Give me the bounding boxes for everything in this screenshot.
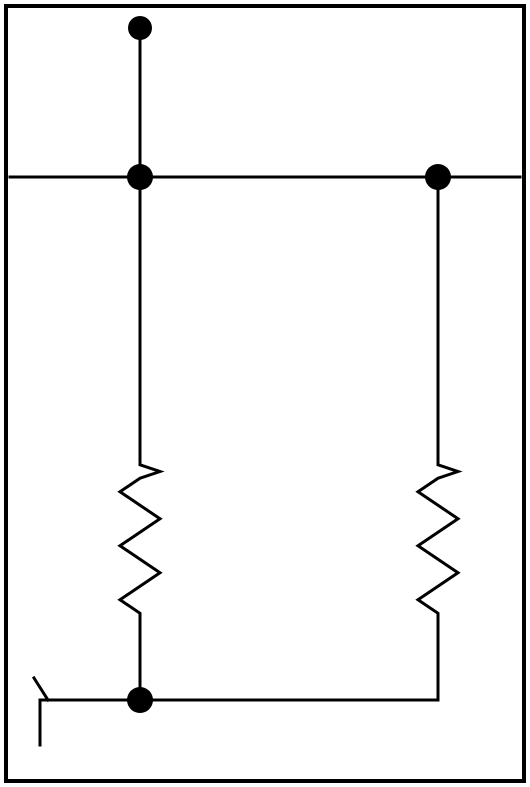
node-n_right_rail	[425, 164, 451, 190]
resistor-right	[418, 458, 458, 620]
frame	[6, 6, 524, 781]
node-n_top	[128, 16, 152, 40]
hook-tick	[34, 678, 48, 700]
circuit-diagram	[0, 0, 530, 787]
node-n_bottom_left	[127, 687, 153, 713]
resistor-left	[120, 458, 160, 620]
node-n_left_rail	[127, 164, 153, 190]
